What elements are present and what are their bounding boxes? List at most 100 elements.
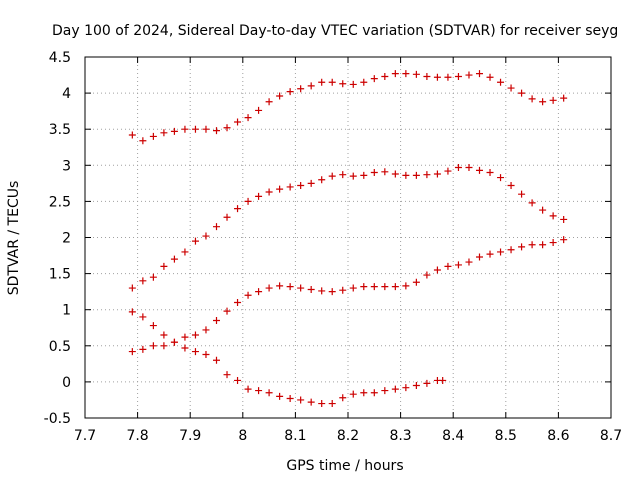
data-point bbox=[286, 88, 294, 96]
data-point bbox=[170, 255, 178, 263]
data-point bbox=[234, 298, 242, 306]
data-point bbox=[349, 390, 357, 398]
data-point bbox=[202, 232, 210, 240]
data-point bbox=[276, 185, 284, 193]
data-point bbox=[370, 283, 378, 291]
data-point bbox=[539, 206, 547, 214]
data-point bbox=[560, 215, 568, 223]
data-point bbox=[265, 284, 273, 292]
data-point bbox=[149, 322, 157, 330]
data-point bbox=[128, 131, 136, 139]
data-point bbox=[402, 384, 410, 392]
data-point bbox=[307, 285, 315, 293]
data-point bbox=[439, 376, 447, 384]
y-tick-label: 2 bbox=[62, 231, 71, 247]
data-point bbox=[381, 283, 389, 291]
data-point bbox=[160, 262, 168, 270]
data-point bbox=[149, 342, 157, 350]
data-point bbox=[339, 80, 347, 88]
data-point bbox=[297, 85, 305, 93]
data-point bbox=[276, 92, 284, 100]
data-point bbox=[360, 283, 368, 291]
data-point bbox=[276, 282, 284, 290]
axes bbox=[84, 56, 612, 419]
data-point bbox=[149, 273, 157, 281]
data-point bbox=[265, 389, 273, 397]
data-point bbox=[318, 78, 326, 86]
data-point bbox=[381, 387, 389, 395]
data-point bbox=[307, 179, 315, 187]
data-point bbox=[360, 389, 368, 397]
x-tick-label: 8.5 bbox=[495, 428, 517, 444]
series-2 bbox=[128, 163, 568, 292]
data-point bbox=[391, 283, 399, 291]
data-point bbox=[181, 333, 189, 341]
y-tick-label: 4 bbox=[62, 86, 71, 102]
data-point bbox=[139, 277, 147, 285]
data-point bbox=[433, 73, 441, 81]
data-point bbox=[486, 73, 494, 81]
data-point bbox=[349, 80, 357, 88]
data-point bbox=[381, 72, 389, 80]
y-tick-label: 1 bbox=[62, 303, 71, 319]
data-point bbox=[265, 188, 273, 196]
data-point bbox=[539, 241, 547, 249]
y-axis-label: SDTVAR / TECUs bbox=[6, 181, 22, 296]
data-point bbox=[244, 291, 252, 299]
data-point bbox=[402, 70, 410, 78]
data-point bbox=[412, 278, 420, 286]
data-point bbox=[128, 284, 136, 292]
x-tick-label: 7.8 bbox=[126, 428, 148, 444]
x-tick-label: 7.9 bbox=[179, 428, 201, 444]
data-point bbox=[402, 171, 410, 179]
plot-border bbox=[84, 56, 612, 419]
x-axis-label: GPS time / hours bbox=[286, 458, 403, 474]
data-point bbox=[507, 182, 515, 190]
data-point bbox=[297, 284, 305, 292]
data-point bbox=[507, 246, 515, 254]
data-point bbox=[128, 308, 136, 316]
x-tick-labels: 7.7 7.8 7.9 8 8.1 8.2 8.3 8.4 8.5 8.6 8.7 bbox=[74, 428, 622, 444]
y-tick-label: 2.5 bbox=[49, 194, 71, 210]
data-point bbox=[191, 348, 199, 356]
x-tick-label: 8.3 bbox=[389, 428, 411, 444]
data-point bbox=[454, 163, 462, 171]
data-point bbox=[560, 236, 568, 244]
data-point bbox=[518, 89, 526, 97]
data-point bbox=[370, 75, 378, 83]
x-tick-label: 7.7 bbox=[74, 428, 96, 444]
data-point bbox=[518, 243, 526, 251]
data-point bbox=[191, 331, 199, 339]
data-point bbox=[465, 258, 473, 266]
data-point bbox=[255, 288, 263, 296]
y-tick-label: 0.5 bbox=[49, 339, 71, 355]
data-point bbox=[339, 171, 347, 179]
data-point bbox=[423, 72, 431, 80]
data-point bbox=[423, 379, 431, 387]
y-tick-label: 3.5 bbox=[49, 122, 71, 138]
data-point bbox=[191, 125, 199, 133]
data-point bbox=[444, 73, 452, 81]
data-point bbox=[202, 326, 210, 334]
data-point bbox=[528, 241, 536, 249]
data-point bbox=[181, 125, 189, 133]
series-1 bbox=[128, 70, 568, 145]
grid bbox=[85, 57, 611, 418]
data-point bbox=[223, 213, 231, 221]
data-point bbox=[265, 98, 273, 106]
data-point bbox=[507, 84, 515, 92]
data-point bbox=[412, 382, 420, 390]
data-point bbox=[202, 350, 210, 358]
data-point bbox=[202, 125, 210, 133]
data-point bbox=[391, 170, 399, 178]
data-point bbox=[391, 385, 399, 393]
data-point bbox=[444, 167, 452, 175]
data-point bbox=[297, 182, 305, 190]
data-point bbox=[181, 248, 189, 256]
data-point bbox=[286, 283, 294, 291]
data-point bbox=[244, 385, 252, 393]
data-point bbox=[318, 287, 326, 295]
series-3 bbox=[128, 236, 568, 356]
data-point bbox=[539, 98, 547, 106]
